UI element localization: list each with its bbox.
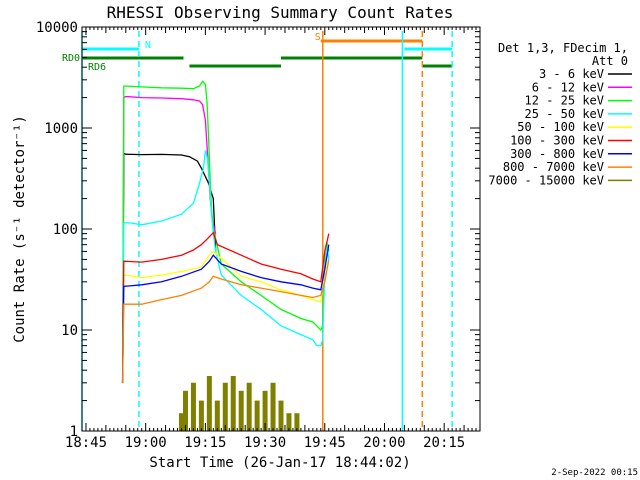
series-line (121, 95, 217, 383)
x-tick-label: 19:15 (184, 435, 226, 451)
footer-date: 2-Sep-2022 00:15 (551, 468, 638, 478)
x-axis-label: Start Time (26-Jan-17 18:44:02) (149, 455, 410, 471)
legend-entry-label: 6 - 12 keV (532, 80, 604, 94)
x-tick-label: 19:45 (304, 435, 346, 451)
legend-entry-label: 12 - 25 keV (525, 94, 604, 108)
series-line (121, 231, 330, 383)
y-tick-label: 100 (53, 222, 78, 238)
y-tick-label: 10 (61, 323, 78, 339)
series-line (121, 244, 330, 383)
legend-entry-label: 800 - 7000 keV (503, 160, 604, 174)
series-line (121, 250, 330, 383)
flag-bars: N S RD0 RD6 (62, 32, 453, 73)
legend-entry-label: 50 - 100 keV (517, 120, 604, 134)
legend-header-line-1: Det 1,3, FDecim 1, (498, 41, 628, 55)
series-line (121, 259, 330, 383)
flag-bar-label: S (315, 32, 321, 43)
legend-entry-label: 100 - 300 keV (510, 134, 604, 148)
legend-entry-label: 3 - 6 keV (539, 67, 604, 81)
legend-entry-label: 300 - 800 keV (510, 147, 604, 161)
x-tick-label: 20:15 (423, 435, 465, 451)
series-line (121, 80, 330, 383)
flag-bar-label: N (145, 40, 151, 51)
legend-entry-label: 7000 - 15000 keV (488, 173, 604, 187)
y-tick-label: 1 (70, 424, 78, 440)
x-tick-label: 20:00 (363, 435, 405, 451)
flag-bar-label: RD6 (88, 62, 106, 73)
series-lines (121, 80, 330, 431)
y-tick-label: 1000 (44, 121, 78, 137)
y-axis-label: Count Rate (s⁻¹ detector⁻¹) (12, 115, 28, 343)
series-line (121, 150, 330, 383)
x-tick-label: 19:00 (125, 435, 167, 451)
flag-bar-label: RD0 (62, 53, 80, 64)
legend-entry-label: 25 - 50 keV (525, 107, 604, 121)
plot-frame (81, 26, 481, 432)
vertical-marker-lines (81, 31, 453, 431)
x-tick-label: 18:45 (65, 435, 107, 451)
legend-header-line-2: Att 0 (592, 54, 628, 68)
axes: 18:45 19:00 19:15 19:30 19:45 20:00 20:15 1 10 10… (36, 20, 481, 451)
y-tick-label: 10000 (36, 20, 78, 36)
chart-title: RHESSI Observing Summary Count Rates (107, 3, 454, 22)
x-tick-label: 19:30 (244, 435, 286, 451)
